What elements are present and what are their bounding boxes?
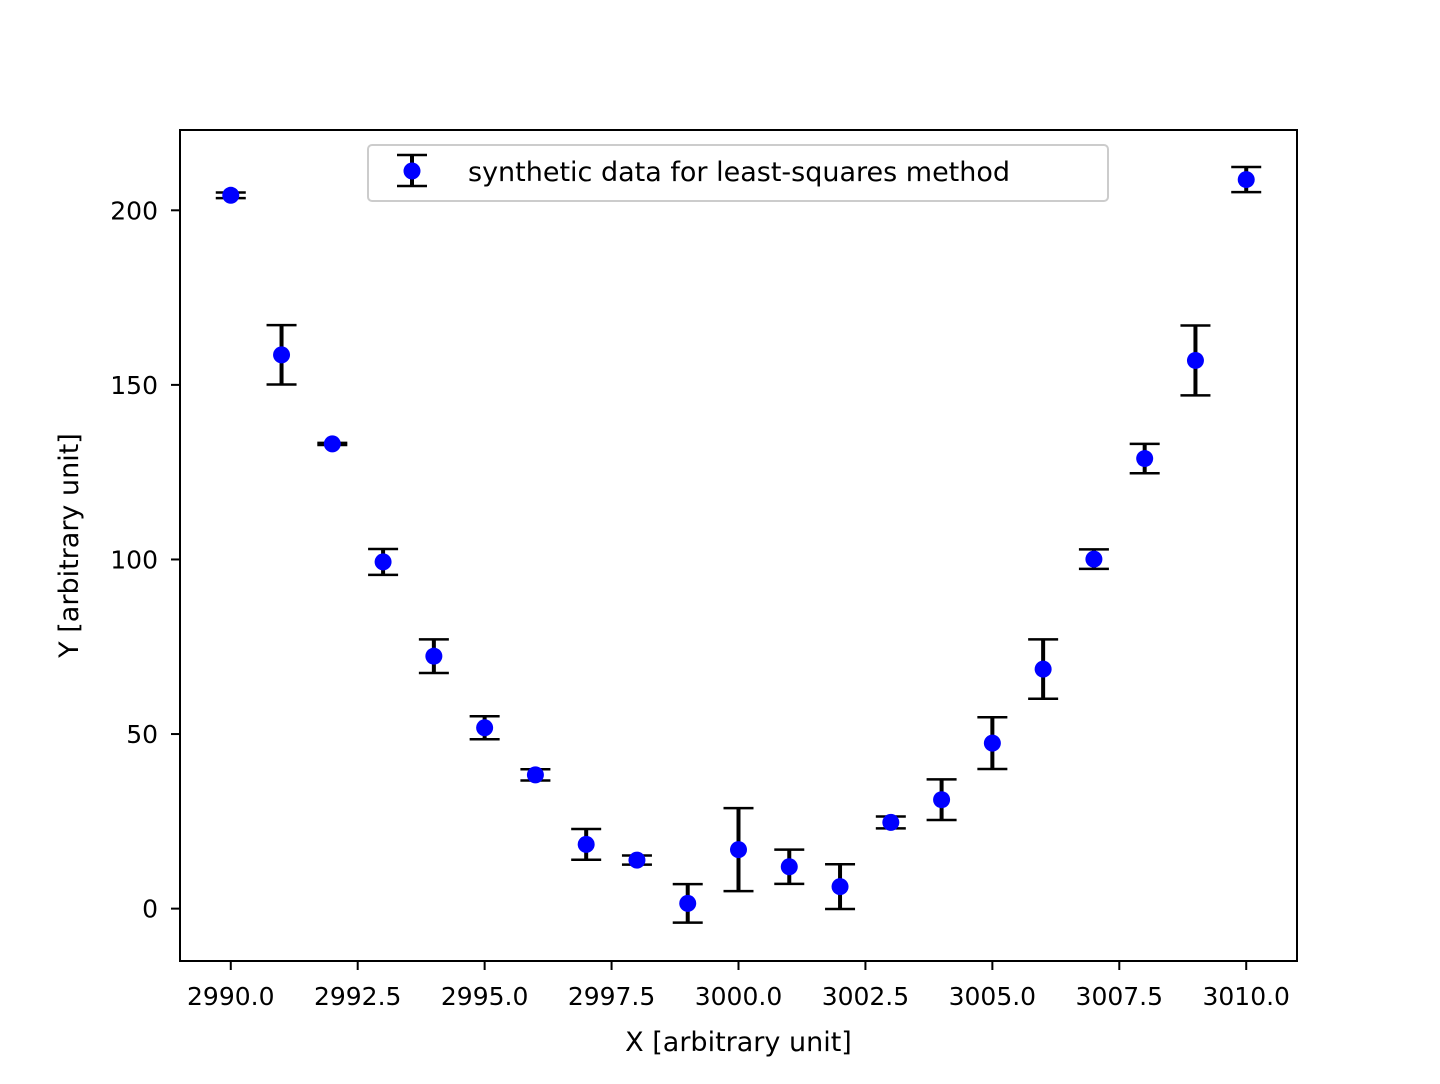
data-point-with-errorbar [1028, 638, 1059, 701]
data-point [1186, 351, 1204, 369]
data-point [1034, 660, 1052, 678]
legend-box [367, 144, 1109, 202]
y-axis-label: Y [arbitrary unit] [54, 433, 85, 659]
data-point-with-errorbar [317, 435, 348, 453]
data-point [780, 858, 798, 876]
data-point-with-errorbar [1078, 548, 1109, 571]
data-point-with-errorbar [825, 863, 856, 911]
data-point-with-errorbar [672, 882, 703, 924]
data-point-with-errorbar [875, 813, 906, 831]
data-point [983, 734, 1001, 752]
x-tick-label: 3000.0 [695, 982, 782, 1011]
data-point-with-errorbar [520, 766, 551, 784]
data-point-with-errorbar [621, 851, 652, 869]
legend-label: synthetic data for least-squares method [468, 157, 1010, 188]
x-axis-label: X [arbitrary unit] [625, 1027, 852, 1058]
data-point-with-errorbar [469, 714, 500, 741]
data-point [425, 647, 443, 665]
data-point [526, 766, 544, 784]
data-point-with-errorbar [1180, 324, 1211, 397]
data-point [476, 719, 494, 737]
legend-marker [403, 162, 421, 180]
x-tick-label: 3002.5 [822, 982, 909, 1011]
plot-data [215, 165, 1262, 924]
data-point-with-errorbar [368, 547, 399, 577]
data-point-with-errorbar [571, 827, 602, 861]
axis-ticks: 2990.0 2992.5 2995.0 2997.5 3000.0 3002.5 3005… [110, 196, 1290, 1011]
x-tick-label: 2992.5 [314, 982, 401, 1011]
legend: synthetic data for least-squares method [367, 144, 1109, 202]
x-tick-label: 2995.0 [441, 982, 528, 1011]
data-point [1085, 550, 1103, 568]
data-point-with-errorbar [418, 638, 449, 675]
data-point [730, 841, 747, 859]
data-point [222, 186, 240, 204]
y-tick-label: 200 [110, 196, 158, 225]
data-point-with-errorbar [266, 323, 297, 386]
data-point-with-errorbar [215, 186, 246, 204]
data-point [882, 813, 900, 831]
data-point-with-errorbar [977, 716, 1008, 771]
data-point [831, 878, 849, 896]
data-point-with-errorbar [774, 848, 805, 886]
data-point-with-errorbar [1129, 442, 1160, 475]
data-point [933, 791, 951, 809]
data-point [577, 835, 595, 853]
x-tick-label: 2997.5 [568, 982, 655, 1011]
data-point-with-errorbar [723, 806, 754, 893]
plot-frame [179, 129, 1298, 962]
y-tick-label: 50 [126, 720, 158, 749]
data-point [628, 851, 646, 869]
data-point [273, 346, 291, 364]
data-point-with-errorbar [1231, 165, 1262, 194]
x-tick-label: 3007.5 [1076, 982, 1163, 1011]
data-point-with-errorbar [926, 778, 957, 822]
data-point [679, 894, 697, 912]
data-point [1237, 171, 1255, 189]
x-tick-label: 2990.0 [187, 982, 274, 1011]
legend-marker-icon [397, 153, 427, 188]
x-tick-label: 3005.0 [949, 982, 1036, 1011]
y-tick-label: 0 [142, 895, 158, 924]
y-tick-label: 100 [110, 545, 158, 574]
data-point [323, 435, 341, 453]
data-point [374, 553, 392, 571]
data-point [1136, 450, 1154, 468]
x-tick-label: 3010.0 [1202, 982, 1289, 1011]
y-tick-label: 150 [110, 371, 158, 400]
